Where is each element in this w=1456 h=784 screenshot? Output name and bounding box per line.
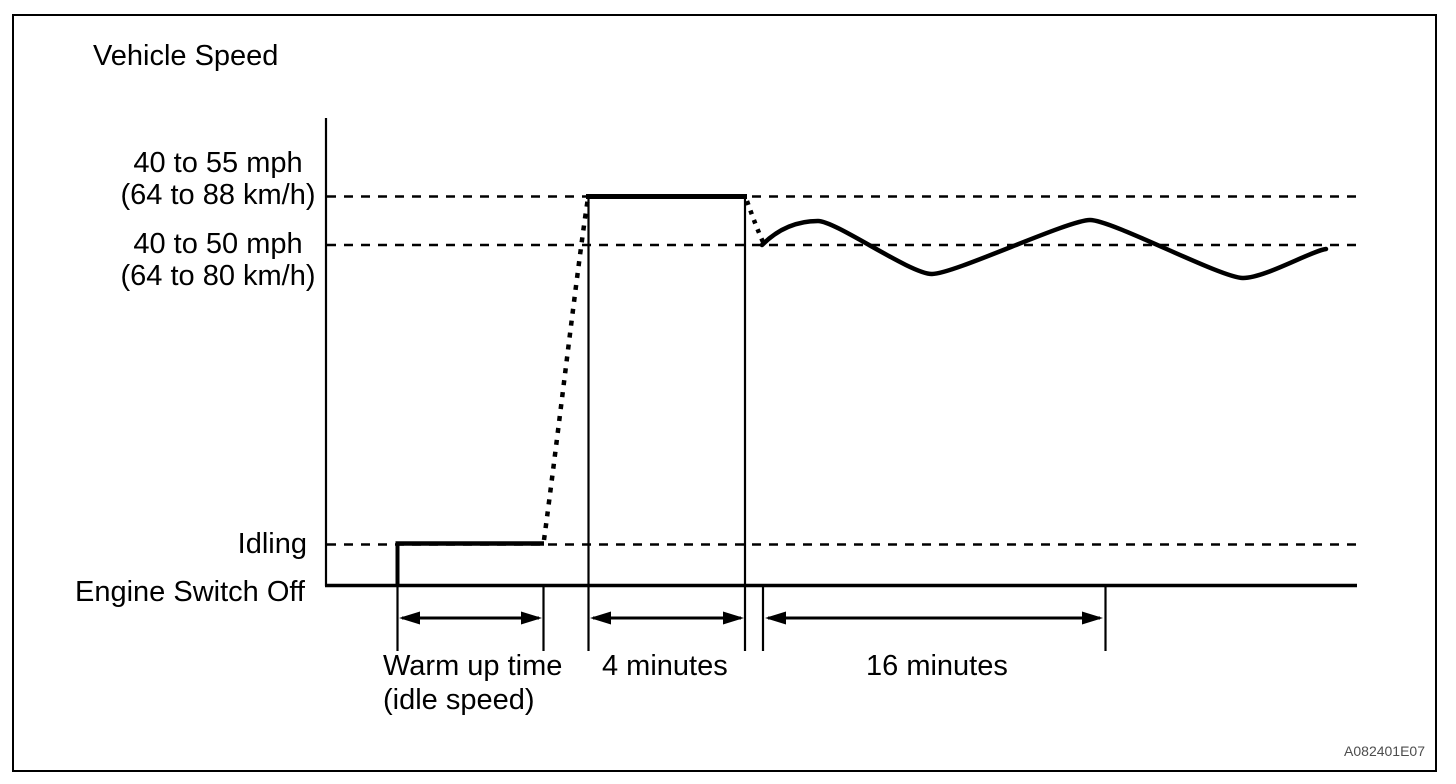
4min-phase-label: 4 minutes (602, 650, 728, 682)
idling-level-label: Idling (237, 528, 307, 560)
speed-level-50-mph: 40 to 50 mph (133, 228, 303, 260)
warmup-phase-label: Warm up time (idle speed) (383, 649, 562, 717)
speed-level-55-mph: 40 to 55 mph (133, 147, 303, 179)
figure-border (12, 14, 1437, 772)
engine-switch-off-label: Engine Switch Off (75, 576, 305, 608)
figure-reference-code: A082401E07 (1344, 743, 1425, 759)
warmup-phase-line1: Warm up time (383, 650, 563, 682)
speed-level-50-label: 40 to 50 mph (64 to 80 km/h) (118, 228, 318, 292)
16min-phase-label: 16 minutes (866, 650, 1008, 682)
speed-level-55-kmh: (64 to 88 km/h) (120, 179, 316, 211)
speed-level-55-label: 40 to 55 mph (64 to 88 km/h) (118, 147, 318, 211)
speed-level-50-kmh: (64 to 80 km/h) (120, 260, 316, 292)
chart-title: Vehicle Speed (93, 40, 279, 72)
warmup-phase-line2: (idle speed) (383, 684, 535, 716)
